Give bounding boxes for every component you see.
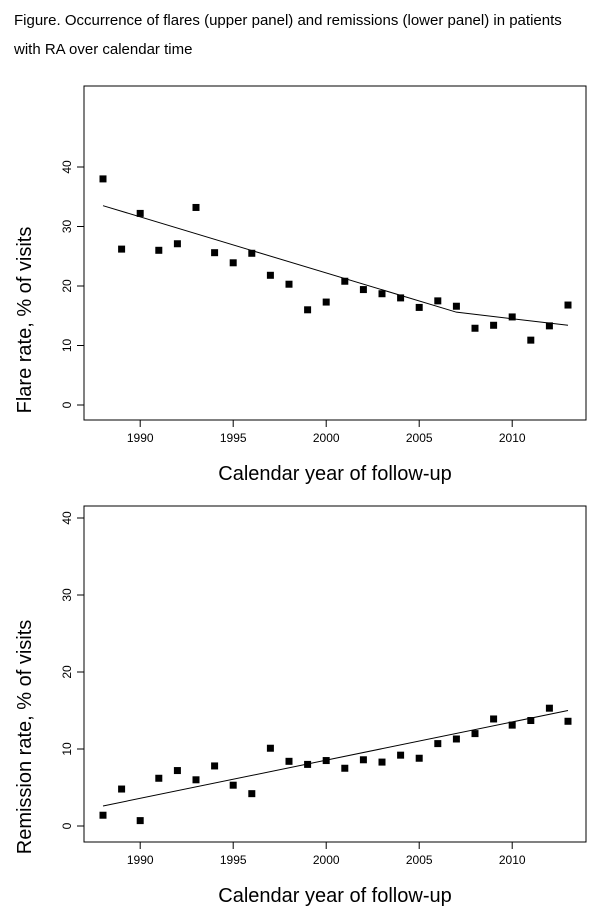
data-point — [471, 730, 479, 738]
data-point — [564, 301, 572, 309]
flare-rate-chart: 1990 1995 2000 2005 2010 0 10 20 30 40 Calendar y… — [14, 85, 587, 485]
data-point — [378, 290, 386, 298]
data-point — [359, 286, 367, 294]
data-point — [322, 757, 330, 765]
x-tick-label: 2010 — [499, 853, 526, 867]
data-point — [378, 758, 386, 766]
data-point — [415, 754, 423, 762]
plot-frame — [83, 505, 587, 843]
data-point — [211, 762, 219, 770]
data-point — [527, 717, 535, 725]
fit-line — [102, 205, 569, 326]
data-point — [136, 209, 144, 217]
points-group — [99, 175, 572, 344]
x-tick-label: 1995 — [220, 853, 247, 867]
y-tick-label: 40 — [60, 511, 74, 525]
data-point — [359, 756, 367, 764]
data-point — [490, 321, 498, 329]
data-point — [211, 249, 219, 257]
fit-line-group — [102, 205, 569, 326]
x-axis-title: Calendar year of follow-up — [218, 885, 451, 907]
data-point — [266, 744, 274, 752]
data-point — [471, 324, 479, 332]
data-point — [508, 313, 516, 321]
plot-frame — [83, 85, 587, 421]
y-tick-label: 0 — [60, 401, 74, 408]
data-point — [545, 322, 553, 330]
y-tick-label: 30 — [60, 220, 74, 234]
data-point — [136, 817, 144, 825]
x-tick-label: 2000 — [313, 431, 340, 445]
x-tick-label: 2005 — [406, 853, 433, 867]
data-point — [304, 760, 312, 768]
axes: 1990 1995 2000 2005 2010 0 10 20 30 40 — [60, 160, 526, 445]
data-point — [248, 249, 256, 257]
axes: 1990 1995 2000 2005 2010 0 10 20 30 40 — [60, 511, 526, 867]
data-point — [415, 303, 423, 311]
fit-line-group — [102, 710, 569, 807]
data-point — [490, 715, 498, 723]
data-point — [285, 757, 293, 765]
remission-rate-chart: 1990 1995 2000 2005 2010 0 10 20 30 40 Calendar y… — [14, 505, 587, 907]
y-tick-label: 20 — [60, 279, 74, 293]
y-tick-label: 20 — [60, 665, 74, 679]
data-point — [434, 297, 442, 305]
y-tick-label: 40 — [60, 160, 74, 174]
data-point — [322, 298, 330, 306]
data-point — [304, 306, 312, 314]
x-tick-label: 1990 — [127, 431, 154, 445]
x-tick-label: 1995 — [220, 431, 247, 445]
fit-line — [102, 710, 569, 807]
data-point — [229, 259, 237, 267]
data-point — [266, 271, 274, 279]
data-point — [397, 751, 405, 759]
data-point — [341, 764, 349, 772]
data-point — [99, 811, 107, 819]
x-axis-title: Calendar year of follow-up — [218, 463, 451, 485]
data-point — [508, 721, 516, 729]
data-point — [173, 767, 181, 775]
data-point — [192, 776, 200, 784]
x-tick-label: 2005 — [406, 431, 433, 445]
points-group — [99, 704, 572, 825]
data-point — [155, 246, 163, 254]
data-point — [248, 790, 256, 798]
data-point — [545, 704, 553, 712]
data-point — [434, 740, 442, 748]
data-point — [397, 294, 405, 302]
data-point — [118, 245, 126, 253]
figure-caption: Figure. Occurrence of flares (upper pane… — [14, 12, 562, 58]
data-point — [527, 336, 535, 344]
data-point — [155, 774, 163, 782]
y-axis-title: Flare rate, % of visits — [14, 227, 36, 414]
y-axis-title: Remission rate, % of visits — [14, 620, 36, 855]
x-tick-label: 2010 — [499, 431, 526, 445]
x-tick-label: 2000 — [313, 853, 340, 867]
data-point — [452, 735, 460, 743]
y-tick-label: 0 — [60, 822, 74, 829]
y-tick-label: 10 — [60, 339, 74, 353]
x-tick-label: 1990 — [127, 853, 154, 867]
data-point — [229, 781, 237, 789]
y-tick-label: 10 — [60, 742, 74, 756]
data-point — [341, 277, 349, 285]
data-point — [452, 302, 460, 310]
data-point — [564, 717, 572, 725]
data-point — [173, 240, 181, 248]
data-point — [192, 203, 200, 211]
data-point — [99, 175, 107, 183]
y-tick-label: 30 — [60, 588, 74, 602]
data-point — [118, 785, 126, 793]
data-point — [285, 280, 293, 288]
